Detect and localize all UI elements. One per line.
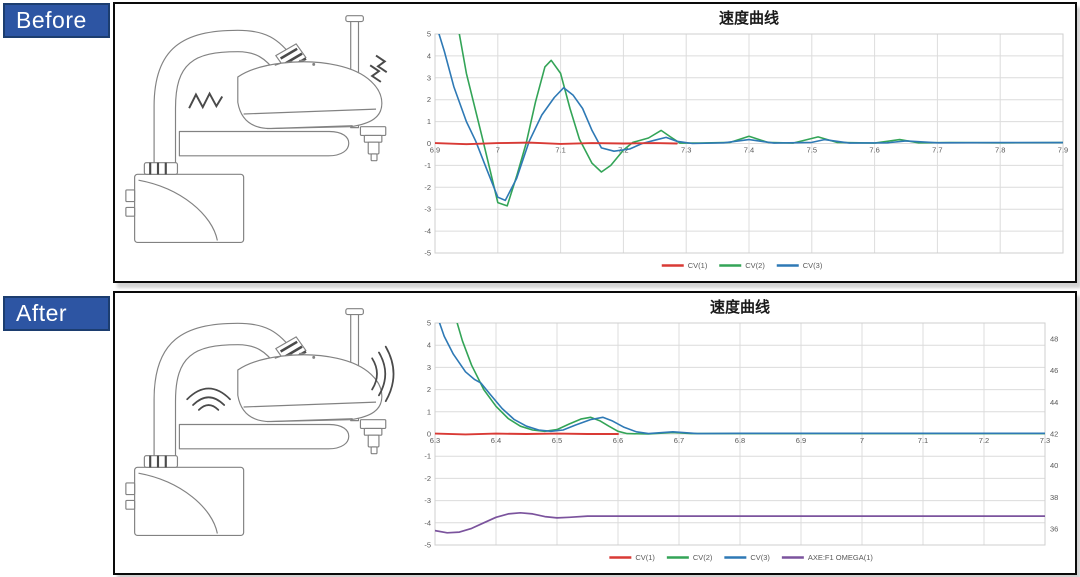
svg-text:7: 7 xyxy=(496,146,500,155)
svg-text:7.2: 7.2 xyxy=(979,436,989,445)
svg-text:-4: -4 xyxy=(424,227,431,236)
svg-text:2: 2 xyxy=(427,95,431,104)
svg-text:6.5: 6.5 xyxy=(552,436,562,445)
smooth-wave-icon xyxy=(186,345,395,411)
svg-text:7.3: 7.3 xyxy=(1040,436,1050,445)
svg-text:CV(2): CV(2) xyxy=(745,261,765,270)
svg-text:3: 3 xyxy=(427,73,431,82)
svg-text:AXE:F1 OMEGA(1): AXE:F1 OMEGA(1) xyxy=(808,553,874,562)
svg-text:4: 4 xyxy=(427,341,431,350)
svg-text:5: 5 xyxy=(427,30,431,39)
svg-text:1: 1 xyxy=(427,117,431,126)
svg-text:CV(1): CV(1) xyxy=(688,261,708,270)
robot-illustration-smooth xyxy=(124,307,395,537)
svg-text:7.1: 7.1 xyxy=(918,436,928,445)
svg-text:7.3: 7.3 xyxy=(681,146,691,155)
svg-text:7.6: 7.6 xyxy=(869,146,879,155)
svg-text:-3: -3 xyxy=(424,496,431,505)
svg-text:40: 40 xyxy=(1050,461,1058,470)
svg-text:2: 2 xyxy=(427,385,431,394)
svg-text:-5: -5 xyxy=(424,541,431,550)
svg-text:7.8: 7.8 xyxy=(995,146,1005,155)
svg-text:-1: -1 xyxy=(424,161,431,170)
svg-text:48: 48 xyxy=(1050,334,1058,343)
svg-text:6.9: 6.9 xyxy=(430,146,440,155)
svg-text:-3: -3 xyxy=(424,205,431,214)
svg-text:4: 4 xyxy=(427,51,431,60)
svg-text:7.4: 7.4 xyxy=(744,146,754,155)
svg-text:CV(2): CV(2) xyxy=(693,553,713,562)
svg-text:38: 38 xyxy=(1050,493,1058,502)
vibration-zigzag-icon xyxy=(188,54,388,110)
before-panel: 5 4 3 2 1 0 -1 -2 -3 -4 -5 6.9 7 7.1 7.2 7.3 7.4 7.5 7.6 7.… xyxy=(113,2,1077,283)
svg-text:-4: -4 xyxy=(424,518,431,527)
svg-text:7: 7 xyxy=(860,436,864,445)
svg-text:6.3: 6.3 xyxy=(430,436,440,445)
after-badge-label: After xyxy=(16,300,68,326)
svg-text:速度曲线: 速度曲线 xyxy=(710,298,770,316)
svg-text:-2: -2 xyxy=(424,474,431,483)
svg-text:-1: -1 xyxy=(424,452,431,461)
svg-text:7.5: 7.5 xyxy=(807,146,817,155)
after-panel: 5 4 3 2 1 0 -1 -2 -3 -4 -5 6.3 6.4 6.5 6.6 6.7 6.8 6.9 7 7.… xyxy=(113,291,1077,575)
svg-text:7.7: 7.7 xyxy=(932,146,942,155)
svg-text:0: 0 xyxy=(427,430,431,439)
svg-text:CV(1): CV(1) xyxy=(635,553,655,562)
velocity-chart-before: 5 4 3 2 1 0 -1 -2 -3 -4 -5 6.9 7 7.1 7.2 7.3 7.4 7.5 7.6 7.… xyxy=(415,6,1071,279)
svg-text:6.8: 6.8 xyxy=(735,436,745,445)
svg-text:7.1: 7.1 xyxy=(555,146,565,155)
robot-illustration-vibrating xyxy=(124,14,388,244)
svg-text:42: 42 xyxy=(1050,430,1058,439)
after-badge: After xyxy=(3,296,110,331)
svg-text:CV(3): CV(3) xyxy=(750,553,770,562)
svg-text:36: 36 xyxy=(1050,525,1058,534)
svg-text:6.9: 6.9 xyxy=(796,436,806,445)
svg-text:-2: -2 xyxy=(424,183,431,192)
svg-text:1: 1 xyxy=(427,407,431,416)
svg-text:6.7: 6.7 xyxy=(674,436,684,445)
svg-text:0: 0 xyxy=(427,139,431,148)
velocity-chart-after: 5 4 3 2 1 0 -1 -2 -3 -4 -5 6.3 6.4 6.5 6.6 6.7 6.8 6.9 7 7.… xyxy=(415,295,1071,571)
svg-text:-5: -5 xyxy=(424,249,431,258)
svg-text:5: 5 xyxy=(427,319,431,328)
svg-text:6.4: 6.4 xyxy=(491,436,501,445)
svg-text:44: 44 xyxy=(1050,398,1058,407)
svg-text:7.9: 7.9 xyxy=(1058,146,1068,155)
svg-text:3: 3 xyxy=(427,363,431,372)
before-badge: Before xyxy=(3,3,110,38)
svg-text:CV(3): CV(3) xyxy=(803,261,823,270)
svg-text:46: 46 xyxy=(1050,366,1058,375)
before-badge-label: Before xyxy=(16,7,87,33)
svg-text:6.6: 6.6 xyxy=(613,436,623,445)
svg-text:速度曲线: 速度曲线 xyxy=(719,9,779,27)
